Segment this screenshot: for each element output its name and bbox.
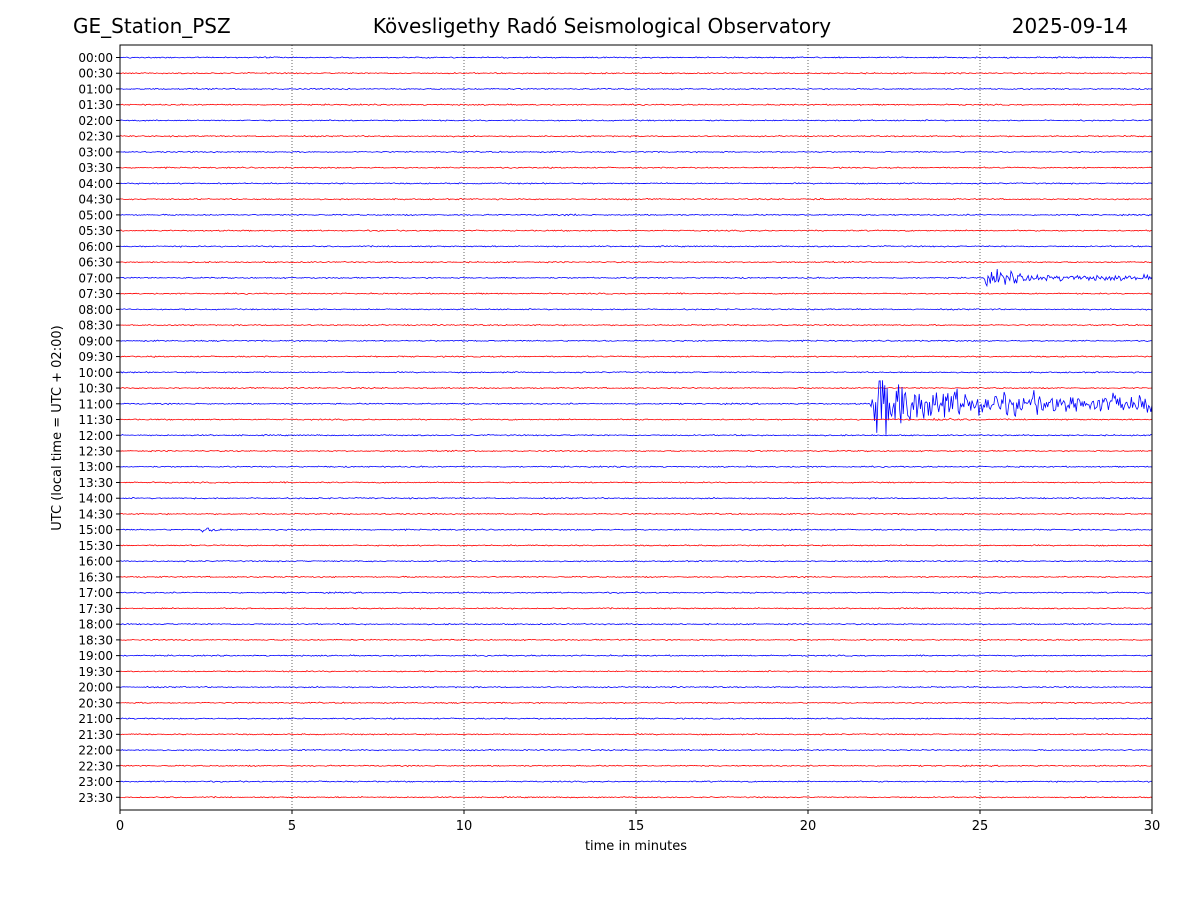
trace-0300 xyxy=(119,150,1153,154)
y-tick-label: 19:30 xyxy=(78,665,113,679)
x-tick-label: 10 xyxy=(456,819,473,834)
trace-1530 xyxy=(119,544,1153,547)
trace-1300 xyxy=(119,465,1153,469)
trace-1330 xyxy=(119,481,1153,484)
x-tick-label: 0 xyxy=(116,819,124,834)
station-title: GE_Station_PSZ xyxy=(73,14,231,38)
y-tick-label: 08:00 xyxy=(78,303,113,317)
y-tick-label: 17:00 xyxy=(78,586,113,600)
y-tick-label: 09:00 xyxy=(78,334,113,348)
y-tick-label: 19:00 xyxy=(78,649,113,663)
trace-0900 xyxy=(119,339,1153,343)
trace-0030 xyxy=(119,71,1153,75)
y-tick-label: 21:00 xyxy=(78,712,113,726)
y-tick-label: 22:30 xyxy=(78,759,113,773)
y-tick-label: 02:30 xyxy=(78,130,113,144)
y-tick-label: 10:00 xyxy=(78,366,113,380)
y-tick-label: 07:00 xyxy=(78,271,113,285)
y-tick-label: 04:30 xyxy=(78,193,113,207)
y-tick-label: 18:00 xyxy=(78,618,113,632)
y-tick-label: 06:30 xyxy=(78,256,113,270)
y-tick-label: 15:00 xyxy=(78,523,113,537)
y-tick-label: 04:00 xyxy=(78,177,113,191)
y-tick-label: 14:30 xyxy=(78,507,113,521)
y-tick-label: 16:00 xyxy=(78,555,113,569)
y-tick-label: 18:30 xyxy=(78,633,113,647)
y-axis-label: UTC (local time = UTC + 02:00) xyxy=(50,325,65,530)
trace-group xyxy=(119,56,1153,799)
trace-2300 xyxy=(119,780,1153,783)
y-tick-label: 13:00 xyxy=(78,460,113,474)
trace-1900 xyxy=(119,654,1153,657)
x-tick-label: 15 xyxy=(628,819,645,834)
y-tick-label: 01:00 xyxy=(78,82,113,96)
x-tick-label: 5 xyxy=(288,819,296,834)
y-tick-label: 13:30 xyxy=(78,476,113,490)
y-tick-label: 15:30 xyxy=(78,539,113,553)
trace-2330 xyxy=(119,795,1153,799)
y-tick-label: 08:30 xyxy=(78,319,113,333)
y-tick-label: 00:00 xyxy=(78,51,113,65)
trace-0730 xyxy=(119,292,1153,295)
y-tick-label: 09:30 xyxy=(78,350,113,364)
observatory-title: Kövesligethy Radó Seismological Observat… xyxy=(372,14,832,38)
trace-0100 xyxy=(119,87,1153,91)
y-tick-label: 11:30 xyxy=(78,413,113,427)
trace-2130 xyxy=(119,733,1153,736)
x-tick-label: 25 xyxy=(972,819,989,834)
x-axis-label: time in minutes xyxy=(585,839,687,854)
y-tick-label: 23:00 xyxy=(78,775,113,789)
y-tick-label: 03:00 xyxy=(78,145,113,159)
y-tick-label: 17:30 xyxy=(78,602,113,616)
trace-1600 xyxy=(119,559,1153,563)
x-tick-label: 30 xyxy=(1144,819,1161,834)
y-tick-label: 23:30 xyxy=(78,791,113,805)
trace-0430 xyxy=(119,197,1153,201)
trace-1730 xyxy=(119,607,1153,610)
y-tick-label: 12:00 xyxy=(78,429,113,443)
x-axis-ticks: 0 5 10 15 20 25 30 xyxy=(116,810,1160,834)
date-title: 2025-09-14 xyxy=(1011,14,1128,38)
y-tick-label: 20:00 xyxy=(78,681,113,695)
trace-1700 xyxy=(119,591,1153,594)
y-tick-label: 14:00 xyxy=(78,492,113,506)
y-tick-label: 03:30 xyxy=(78,161,113,175)
y-tick-label: 05:30 xyxy=(78,224,113,238)
trace-0930 xyxy=(119,355,1153,358)
y-tick-label: 01:30 xyxy=(78,98,113,112)
y-tick-label: 22:00 xyxy=(78,744,113,758)
y-tick-label: 02:00 xyxy=(78,114,113,128)
y-tick-label: 20:30 xyxy=(78,696,113,710)
x-tick-label: 20 xyxy=(800,819,817,834)
trace-2100 xyxy=(119,717,1153,720)
trace-0230 xyxy=(119,134,1153,138)
y-tick-label: 07:30 xyxy=(78,287,113,301)
y-tick-label: 16:30 xyxy=(78,570,113,584)
y-tick-label: 10:30 xyxy=(78,382,113,396)
trace-1500 xyxy=(119,527,1153,533)
y-tick-label: 11:00 xyxy=(78,397,113,411)
y-tick-label: 21:30 xyxy=(78,728,113,742)
y-tick-label: 05:00 xyxy=(78,208,113,222)
y-tick-label: 06:00 xyxy=(78,240,113,254)
trace-0700 xyxy=(119,269,1153,288)
y-tick-label: 12:30 xyxy=(78,445,113,459)
y-tick-label: 00:30 xyxy=(78,67,113,81)
trace-0500 xyxy=(119,213,1153,217)
trace-0630 xyxy=(119,260,1153,264)
trace-1930 xyxy=(119,670,1153,673)
